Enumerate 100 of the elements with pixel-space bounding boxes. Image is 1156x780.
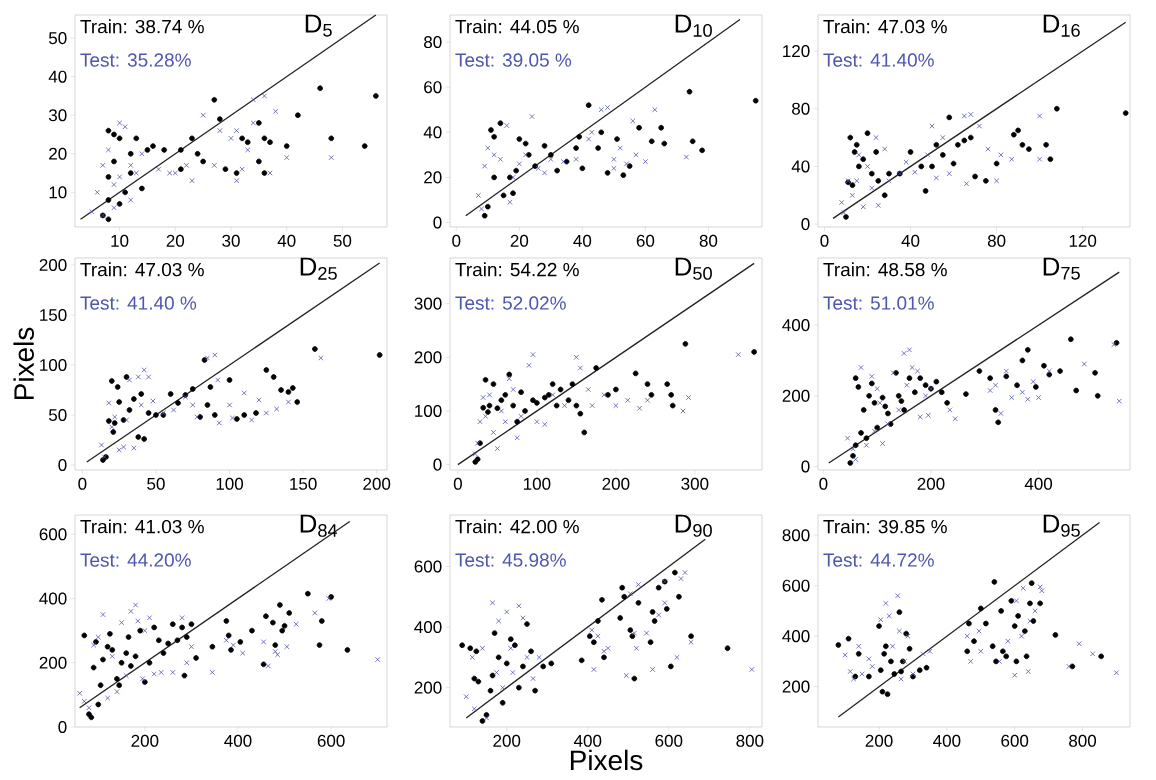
x-tick-label: 400: [573, 734, 602, 747]
y-axis-title: Pixels: [13, 327, 34, 400]
y-tick-label: 100: [415, 404, 442, 417]
y-tick-label: 100: [40, 358, 67, 372]
text: Train: 38.74 %: [80, 19, 204, 34]
y-tick-label: 0: [801, 460, 810, 473]
x-tick-label: 80: [987, 234, 1006, 247]
x-tick-label: 150: [290, 477, 317, 490]
x-tick-label: 400: [1024, 477, 1053, 490]
y-tick-label: 30: [48, 109, 67, 122]
x-tick-label: 0: [78, 477, 87, 490]
x-tick-label: 0: [820, 234, 829, 247]
chart-title: D$_{5}$: [305, 14, 332, 37]
y-tick-label: 200: [414, 351, 442, 364]
x-tick-label: 200: [363, 477, 391, 490]
y-tick-label: 40: [423, 126, 442, 139]
text: Train: 48.58 %: [823, 262, 947, 277]
y-tick-label: 60: [424, 81, 442, 94]
y-tick-label: 0: [801, 218, 810, 231]
x-tick-label: 300: [681, 477, 709, 490]
y-tick-label: 20: [49, 147, 67, 160]
x-tick-label: 0: [819, 477, 828, 490]
x-tick-label: 120: [1069, 234, 1097, 247]
y-tick-label: 400: [39, 592, 67, 605]
text: Train: 41.03 %: [80, 519, 204, 534]
y-tick-label: 0: [433, 458, 442, 471]
text: Test: 39.05 %: [455, 53, 572, 67]
chart-title: D$_{50}$: [675, 257, 712, 280]
x-tick-label: 80: [699, 234, 718, 247]
x-tick-label: 50: [147, 477, 165, 490]
x-tick-label: 0: [452, 234, 461, 247]
text: Train: 39.85 %: [823, 519, 947, 534]
y-tick-label: 10: [49, 186, 67, 199]
text: Test: 52.02%: [455, 296, 566, 310]
x-tick-label: 200: [602, 477, 630, 490]
y-tick-label: 50: [48, 32, 67, 45]
y-tick-label: 200: [39, 258, 67, 272]
x-tick-label: 40: [901, 234, 920, 247]
text: Train: 44.05 %: [455, 19, 579, 34]
chart-title: D$_{95}$: [1043, 514, 1080, 537]
x-tick-label: 100: [524, 477, 551, 490]
x-tick-label: 600: [655, 734, 683, 747]
x-tick-label: 100: [216, 477, 244, 490]
y-tick-label: 600: [782, 579, 810, 592]
x-tick-label: 800: [1069, 734, 1097, 747]
y-tick-label: 200: [39, 656, 67, 669]
y-tick-label: 0: [433, 216, 442, 229]
y-tick-label: 200: [414, 681, 442, 694]
y-tick-label: 40: [791, 160, 810, 173]
x-tick-label: 10: [111, 234, 129, 247]
y-tick-label: 200: [782, 389, 810, 402]
x-tick-label: 200: [131, 734, 159, 747]
x-tick-label: 0: [453, 477, 462, 490]
x-tick-label: 20: [510, 234, 529, 247]
y-tick-label: 400: [782, 319, 810, 332]
series-label: Test: 44.72%: [823, 553, 934, 567]
chart-title: D$_{25}$: [300, 257, 337, 280]
x-tick-label: 800: [736, 734, 764, 747]
text: Test: 51.01%: [823, 296, 934, 310]
y-tick-label: 300: [414, 297, 442, 310]
y-tick-label: 50: [48, 408, 67, 422]
x-tick-label: 400: [933, 734, 961, 747]
chart-title: D$_{75}$: [1043, 257, 1080, 280]
y-tick-label: 600: [414, 560, 442, 573]
y-tick-label: 0: [58, 720, 67, 734]
text: Test: 35.28%: [80, 53, 191, 67]
x-tick-label: 40: [277, 234, 296, 247]
y-tick-label: 600: [39, 528, 67, 541]
y-tick-label: 800: [782, 529, 810, 542]
text: Train: 47.03 %: [80, 262, 204, 277]
chart-title: D$_{84}$: [300, 514, 338, 537]
x-tick-label: 600: [1001, 734, 1029, 747]
x-tick-label: 30: [222, 234, 240, 247]
y-tick-label: 400: [782, 630, 810, 643]
x-tick-label: 400: [224, 734, 252, 747]
y-tick-label: 40: [48, 70, 67, 83]
x-tick-label: 50: [333, 234, 352, 247]
y-tick-label: 150: [40, 308, 67, 322]
x-tick-label: 20: [166, 234, 185, 247]
text: Test: 41.40 %: [80, 296, 197, 310]
x-tick-label: 200: [917, 477, 945, 490]
text: Test: 41.40%: [823, 53, 934, 67]
text: Train: 54.22 %: [455, 262, 579, 277]
y-tick-label: 20: [424, 171, 442, 184]
y-tick-label: 200: [782, 680, 810, 693]
x-tick-label: 200: [493, 734, 521, 747]
y-tick-label: 400: [414, 621, 442, 634]
x-axis-title: Pixels: [570, 749, 643, 771]
y-tick-label: 0: [58, 458, 67, 472]
x-tick-label: 40: [573, 234, 592, 247]
x-tick-label: 200: [865, 734, 893, 747]
y-tick-label: 80: [424, 36, 442, 49]
text: Test: 44.20%: [80, 553, 191, 567]
x-tick-label: 600: [317, 734, 345, 747]
y-tick-label: 80: [792, 102, 810, 115]
text: Train: 47.03 %: [823, 19, 947, 34]
text: Train: 42.00 %: [455, 519, 579, 534]
y-tick-label: 120: [783, 45, 810, 58]
x-tick-label: 60: [636, 234, 655, 247]
chart-title: D$_{16}$: [1043, 14, 1080, 37]
